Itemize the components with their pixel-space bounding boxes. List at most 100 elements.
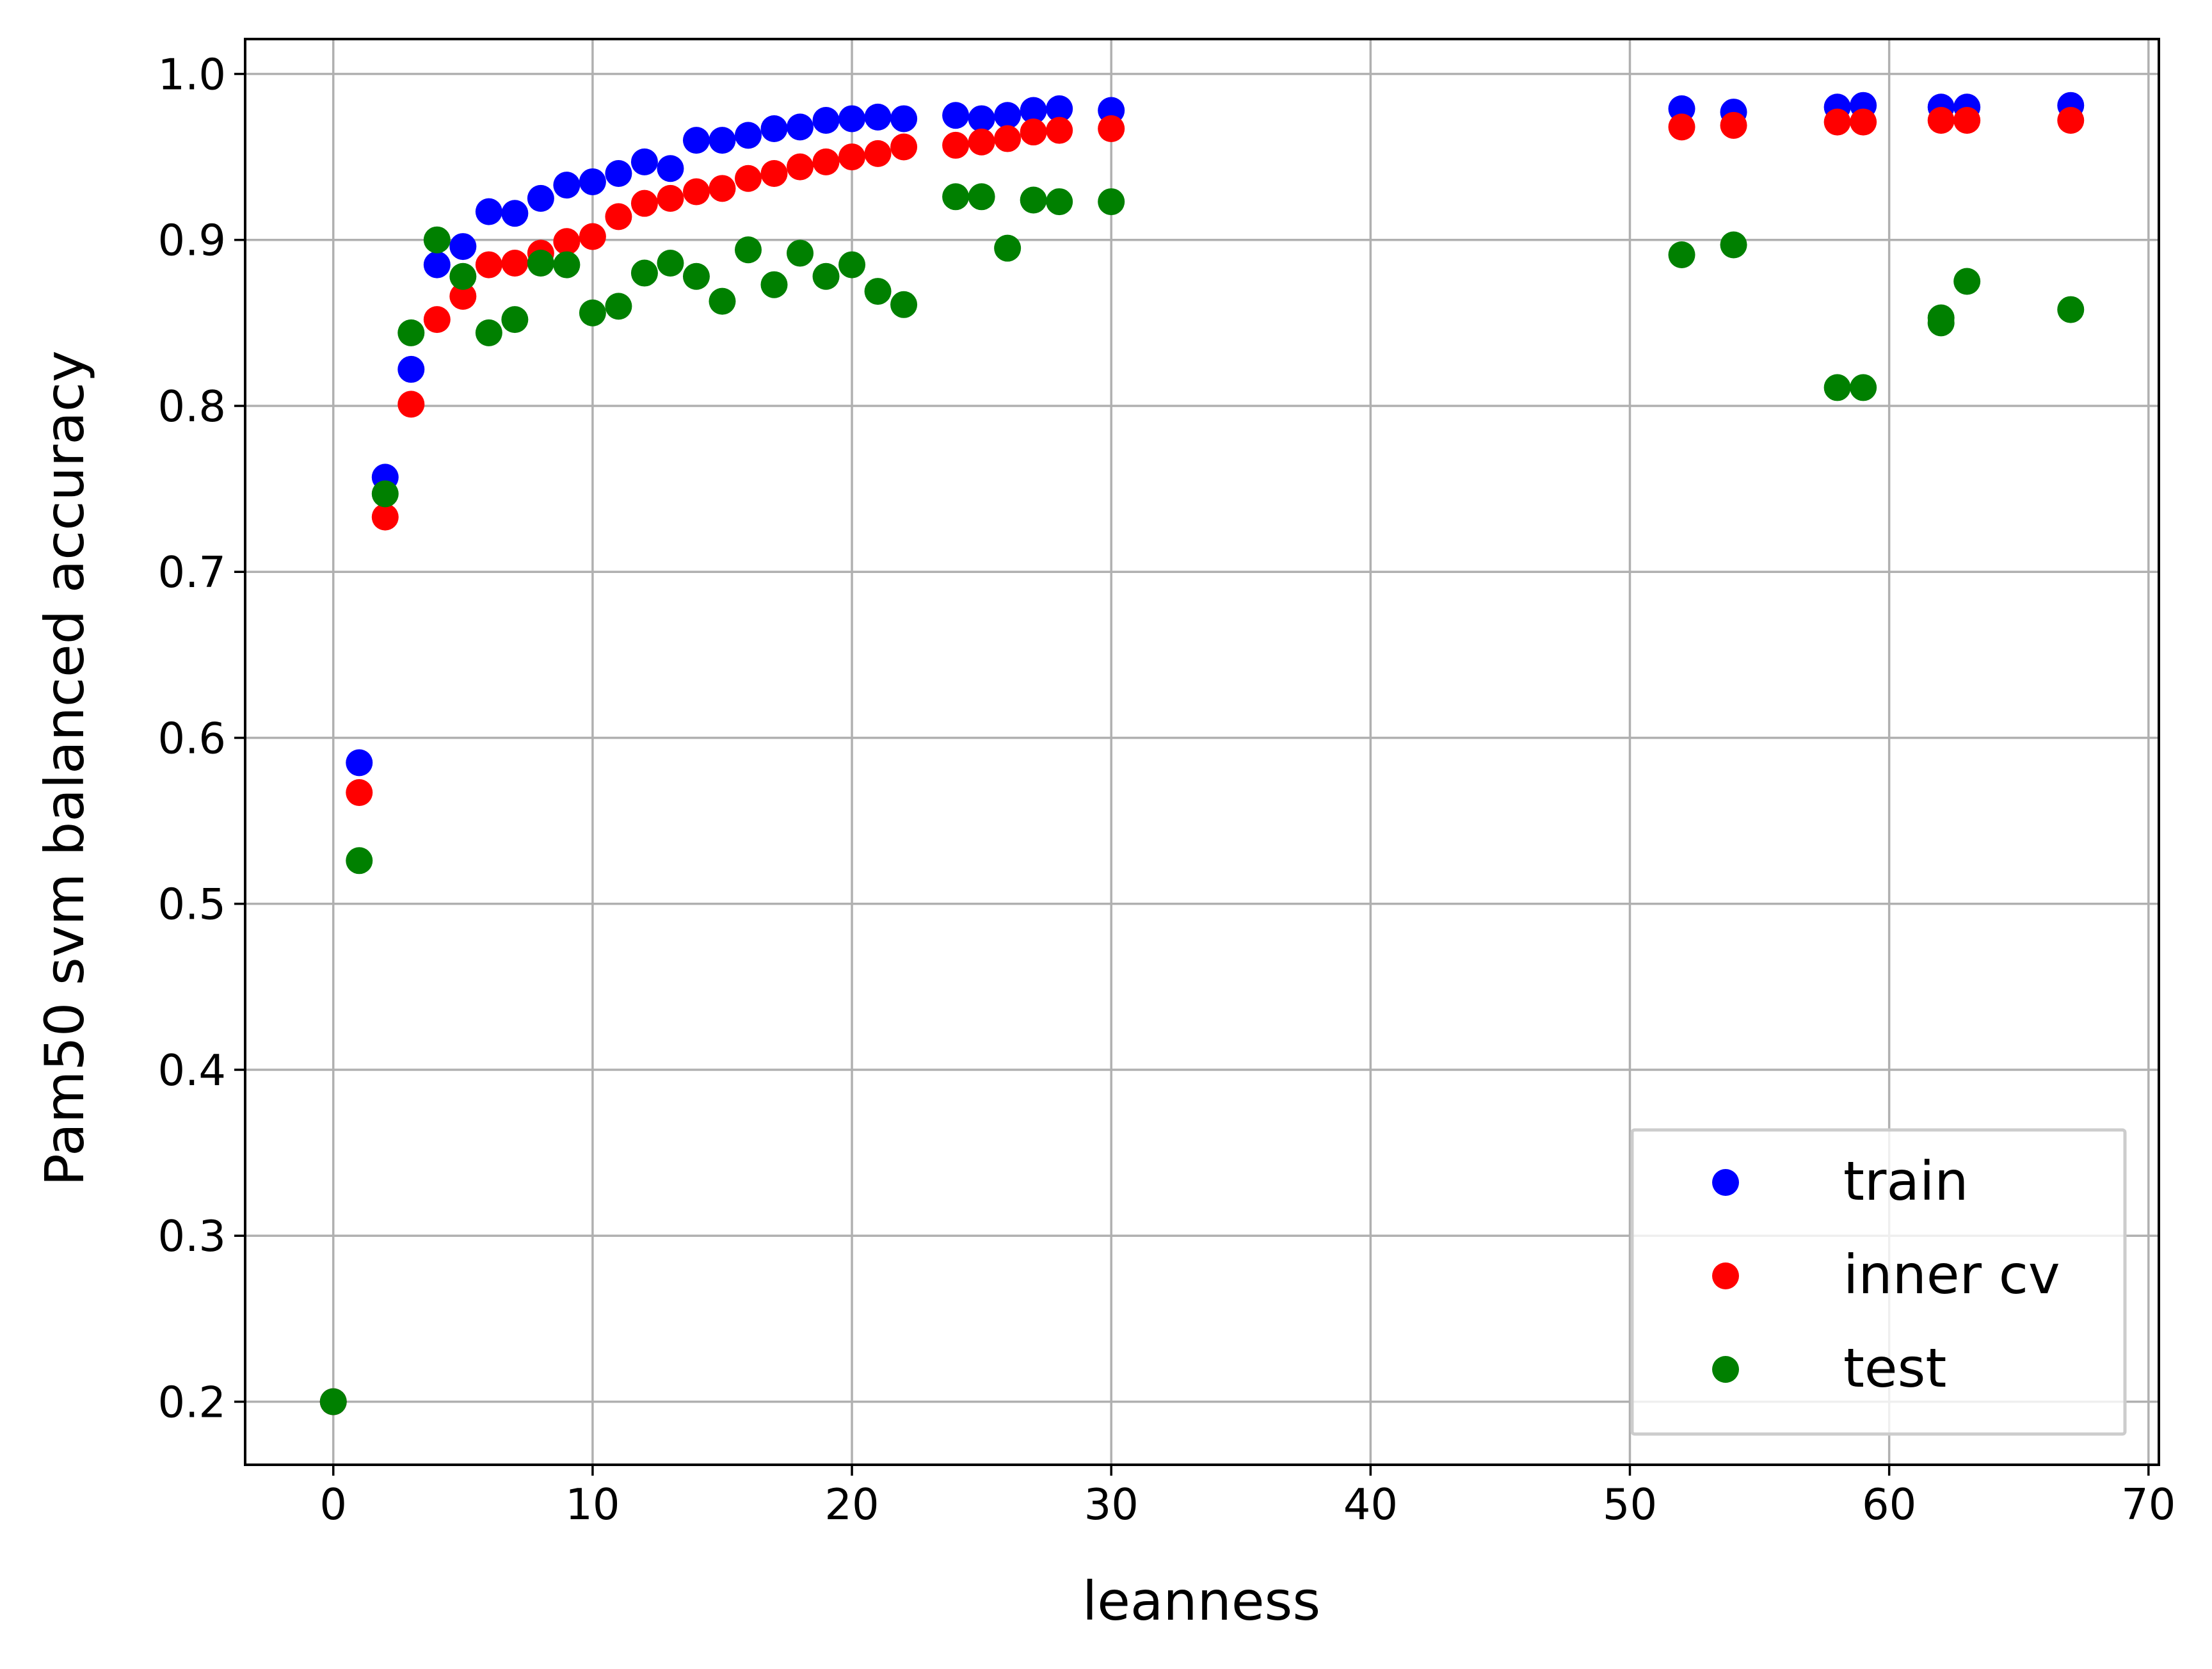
test-point — [994, 234, 1022, 262]
test-point — [605, 293, 632, 320]
train-point — [864, 103, 892, 131]
test-point — [760, 271, 788, 298]
inner-cv-point — [942, 131, 970, 159]
train-point — [1020, 97, 1047, 124]
inner-cv-point — [682, 178, 710, 206]
train-point — [760, 115, 788, 142]
inner-cv-point — [371, 503, 399, 531]
x-tick-label: 20 — [824, 1480, 879, 1529]
train-point — [890, 105, 918, 133]
inner-cv-point — [864, 140, 892, 167]
inner-cv-point — [968, 128, 995, 156]
inner-cv-point — [630, 189, 658, 217]
test-point — [812, 262, 840, 290]
train-point — [734, 122, 762, 149]
y-tick-label: 0.8 — [157, 382, 226, 431]
test-point — [1823, 374, 1851, 401]
test-point — [1850, 374, 1877, 401]
inner-cv-point — [579, 223, 606, 250]
train-point — [475, 198, 502, 225]
test-point — [838, 251, 866, 278]
y-tick-label: 0.5 — [157, 880, 226, 930]
test-point — [1098, 188, 1125, 216]
inner-cv-point — [2057, 107, 2085, 134]
train-point — [942, 102, 970, 129]
inner-cv-point — [1668, 113, 1695, 141]
inner-cv-point — [605, 203, 632, 230]
test-point — [371, 480, 399, 508]
test-point — [787, 239, 814, 267]
train-point — [397, 355, 425, 383]
inner-cv-point — [1823, 108, 1851, 136]
plot-frame — [244, 38, 2160, 1466]
test-point — [1720, 231, 1747, 259]
inner-cv-point — [397, 391, 425, 418]
x-tick-label: 60 — [1862, 1480, 1916, 1529]
legend-marker-test — [1712, 1356, 1739, 1383]
inner-cv-point — [787, 153, 814, 181]
inner-cv-point — [812, 148, 840, 175]
train-point — [423, 251, 451, 278]
inner-cv-point — [1953, 107, 1981, 134]
y-tick-label: 0.3 — [157, 1211, 226, 1261]
inner-cv-point — [838, 143, 866, 171]
train-point — [709, 127, 736, 154]
test-point — [2057, 296, 2085, 323]
x-tick-label: 10 — [565, 1480, 620, 1529]
y-tick-label: 0.7 — [157, 547, 226, 597]
test-point — [449, 262, 477, 290]
test-point — [579, 299, 606, 327]
inner-cv-point — [760, 159, 788, 187]
y-tick-label: 0.2 — [157, 1377, 226, 1427]
test-point — [553, 251, 581, 278]
legend-box — [1630, 1128, 2127, 1436]
test-point — [1668, 241, 1695, 269]
inner-cv-point — [1850, 108, 1877, 136]
train-point — [968, 105, 995, 133]
train-point — [812, 107, 840, 134]
train-point — [527, 184, 554, 212]
inner-cv-point — [449, 282, 477, 310]
train-point — [1046, 95, 1073, 122]
inner-cv-point — [1720, 111, 1747, 139]
train-point — [501, 200, 529, 227]
legend-marker-train — [1712, 1169, 1739, 1196]
test-point — [630, 259, 658, 287]
inner-cv-point — [709, 175, 736, 202]
inner-cv-point — [475, 251, 502, 278]
test-point — [734, 236, 762, 264]
inner-cv-point — [994, 125, 1022, 152]
inner-cv-point — [1046, 117, 1073, 144]
test-point — [682, 262, 710, 290]
train-point — [682, 127, 710, 154]
inner-cv-point — [1098, 115, 1125, 142]
train-point — [787, 113, 814, 141]
test-point — [709, 287, 736, 315]
test-point — [1046, 188, 1073, 216]
test-point — [423, 226, 451, 254]
test-point — [397, 319, 425, 346]
train-point — [346, 749, 373, 777]
test-point — [1020, 186, 1047, 214]
inner-cv-point — [346, 779, 373, 807]
test-point — [942, 183, 970, 211]
x-tick-label: 40 — [1343, 1480, 1398, 1529]
inner-cv-point — [1927, 107, 1955, 134]
inner-cv-point — [553, 228, 581, 255]
y-axis-ticks: 0.2 0.3 0.4 0.5 0.6 0.7 0.8 0.9 1.0 — [157, 49, 245, 1427]
inner-cv-point — [657, 184, 684, 212]
test-point — [890, 291, 918, 318]
legend: train inner cv test — [1630, 1128, 2127, 1436]
y-tick-label: 0.6 — [157, 713, 226, 763]
inner-cv-point — [890, 133, 918, 161]
y-axis-label: Pam50 svm balanced accuracy — [33, 350, 96, 1186]
train-point — [657, 155, 684, 182]
test-point — [864, 278, 892, 305]
x-axis-ticks: 0 10 20 30 40 50 60 70 — [319, 1465, 2176, 1529]
train-point — [994, 102, 1022, 129]
test-point — [968, 183, 995, 211]
test-point — [1953, 268, 1981, 295]
x-tick-label: 70 — [2121, 1480, 2176, 1529]
inner-cv-point — [1020, 118, 1047, 146]
